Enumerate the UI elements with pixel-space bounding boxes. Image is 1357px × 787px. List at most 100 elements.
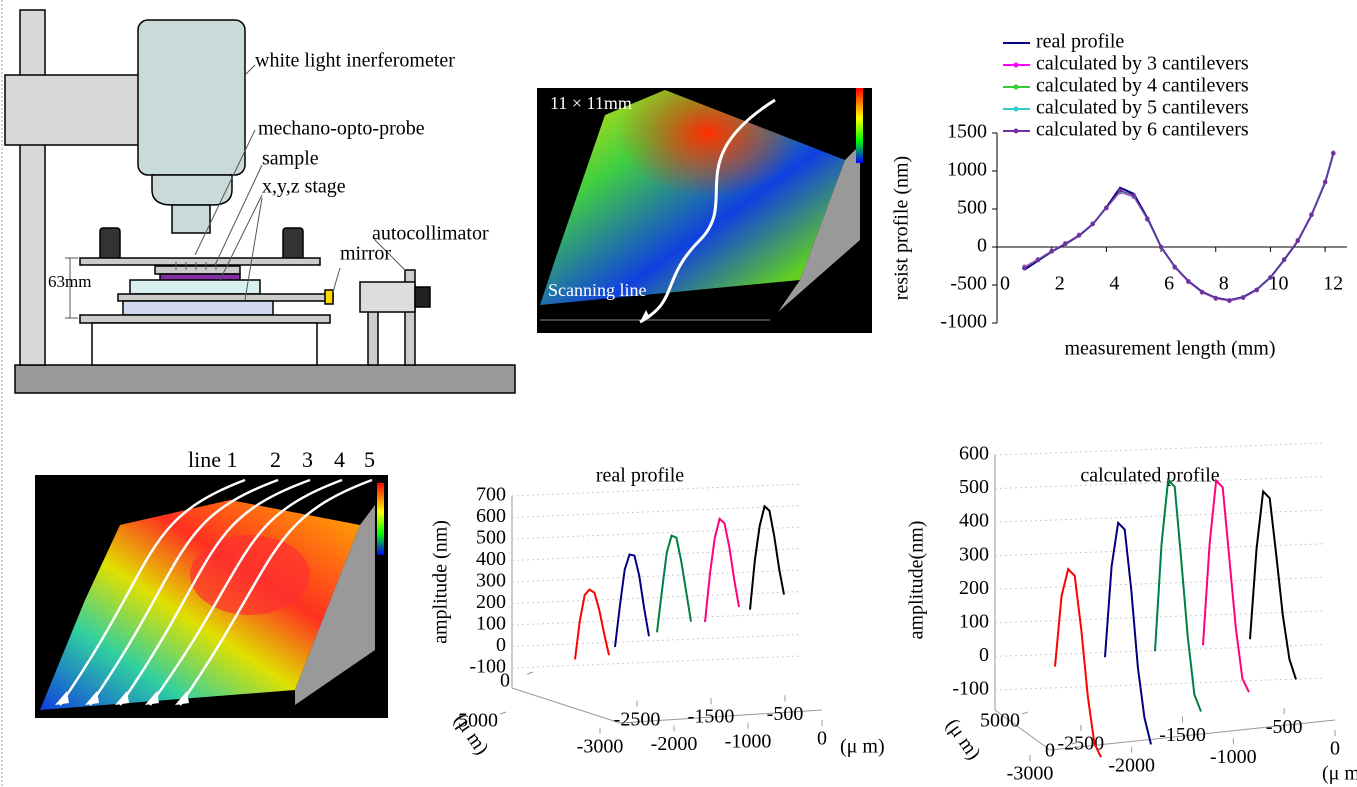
scan-label: Scanning line (548, 280, 646, 300)
legend-marker (1014, 63, 1019, 68)
grid-line (512, 549, 802, 561)
profile-curve (1055, 569, 1101, 757)
x-tick-label: 6 (1164, 273, 1174, 295)
legend-marker (1014, 85, 1019, 90)
y-tick-label: 1500 (947, 121, 987, 143)
point (1091, 222, 1095, 226)
y-tick-label: -1000 (940, 311, 987, 333)
legend-label: calculated by 6 cantilevers (1036, 119, 1249, 141)
point (1296, 239, 1300, 243)
profile-curve (705, 519, 739, 622)
grid-line (512, 635, 802, 647)
grid-line (512, 592, 802, 604)
grid-line (512, 570, 802, 582)
surface-image: 11 × 11mm Scanning line (537, 88, 872, 333)
y-axis-label: resist profile (nm) (891, 156, 913, 300)
point (1227, 298, 1231, 302)
x-tick-label: -500 (767, 703, 804, 725)
z-tick-label: 200 (959, 577, 989, 599)
y-axis-label: (μ m) (941, 715, 985, 764)
legend-marker (1014, 107, 1019, 112)
x-tick-label: 2 (1055, 273, 1065, 295)
profile-curve (657, 536, 691, 633)
point (1063, 242, 1067, 246)
point (1309, 213, 1313, 217)
line-label: 2 (270, 447, 281, 472)
x-tick-label: 0 (1000, 273, 1010, 295)
z-tick-label: 500 (959, 476, 989, 498)
x-tick-label: 8 (1219, 273, 1229, 295)
z-tick-label: 700 (476, 484, 506, 506)
grid-line (512, 656, 802, 668)
z-tick-label: 300 (476, 570, 506, 592)
x-tick-label: -1000 (1210, 746, 1257, 768)
z-axis-label: amplitude(nm) (906, 521, 928, 640)
x-axis-label: (μ m) (1322, 763, 1357, 785)
diagram-label: 63mm (48, 272, 91, 291)
z-tick-label: 600 (959, 443, 989, 465)
legend-label: calculated by 5 cantilevers (1036, 97, 1249, 119)
point (1186, 279, 1190, 283)
z-tick-label: 400 (959, 510, 989, 532)
point (1104, 206, 1108, 210)
profile-curve (1155, 480, 1201, 712)
z-tick-label: -100 (952, 678, 989, 700)
line-label: 5 (364, 447, 375, 472)
surface-image (35, 475, 388, 718)
y-tick-label: 500 (957, 197, 987, 219)
x-tick-label: 0 (817, 728, 827, 750)
x-axis-label: measurement length (mm) (1064, 338, 1275, 360)
x-tick-label: -1500 (688, 706, 735, 728)
profile-curve (615, 555, 649, 647)
y-tick-label: 5000 (980, 710, 1020, 732)
z-tick-label: 0 (979, 644, 989, 666)
point (1173, 265, 1177, 269)
size-label: 11 × 11mm (550, 93, 632, 113)
x-tick-label: -3000 (577, 736, 624, 758)
y-tick (527, 672, 533, 674)
point (1118, 188, 1122, 192)
x-tick-label: -1500 (1159, 724, 1206, 746)
point (1200, 290, 1204, 294)
point (1145, 217, 1149, 221)
point (1323, 180, 1327, 184)
floor-edge (512, 688, 620, 723)
x-tick-label: -2000 (1108, 754, 1155, 776)
x-tick-label: -3000 (1007, 763, 1054, 785)
y-tick-label: 0 (977, 235, 987, 257)
y-tick (1022, 712, 1028, 714)
z-tick-label: 100 (959, 610, 989, 632)
profile-curve (750, 506, 784, 609)
y-tick-label: -500 (950, 273, 987, 295)
x-tick-label: -500 (1266, 716, 1303, 738)
legend-marker (1014, 129, 1019, 134)
grid-line (995, 678, 1325, 690)
z-tick-label: 0 (496, 634, 506, 656)
point (1159, 245, 1163, 249)
grid-line (995, 443, 1325, 455)
legend-label: real profile (1036, 31, 1124, 53)
point (1255, 288, 1259, 292)
line-label: 4 (334, 447, 345, 472)
diagram-label: sample (262, 148, 319, 170)
chart-title: real profile (596, 465, 684, 487)
grid-line (995, 510, 1325, 522)
profile-curve (1203, 481, 1249, 693)
point (1331, 151, 1335, 155)
point (1268, 275, 1272, 279)
grid-line (995, 611, 1325, 623)
x-tick-label: 4 (1109, 273, 1119, 295)
point (1282, 258, 1286, 262)
x-tick-label: -2000 (651, 733, 698, 755)
y-tick-label: 0 (500, 670, 510, 692)
grid-line (995, 644, 1325, 656)
x-tick-label: 12 (1323, 273, 1343, 295)
profile-curve (1250, 491, 1296, 679)
diagram-label: white light inerferometer (255, 50, 455, 72)
y-tick (500, 712, 506, 714)
x-tick-label: -1000 (725, 730, 772, 752)
y-tick-label: 0 (1045, 740, 1055, 762)
diagram-label: mechano-opto-probe (258, 118, 425, 140)
z-tick-label: 500 (476, 527, 506, 549)
diagram-label: x,y,z stage (262, 176, 346, 198)
